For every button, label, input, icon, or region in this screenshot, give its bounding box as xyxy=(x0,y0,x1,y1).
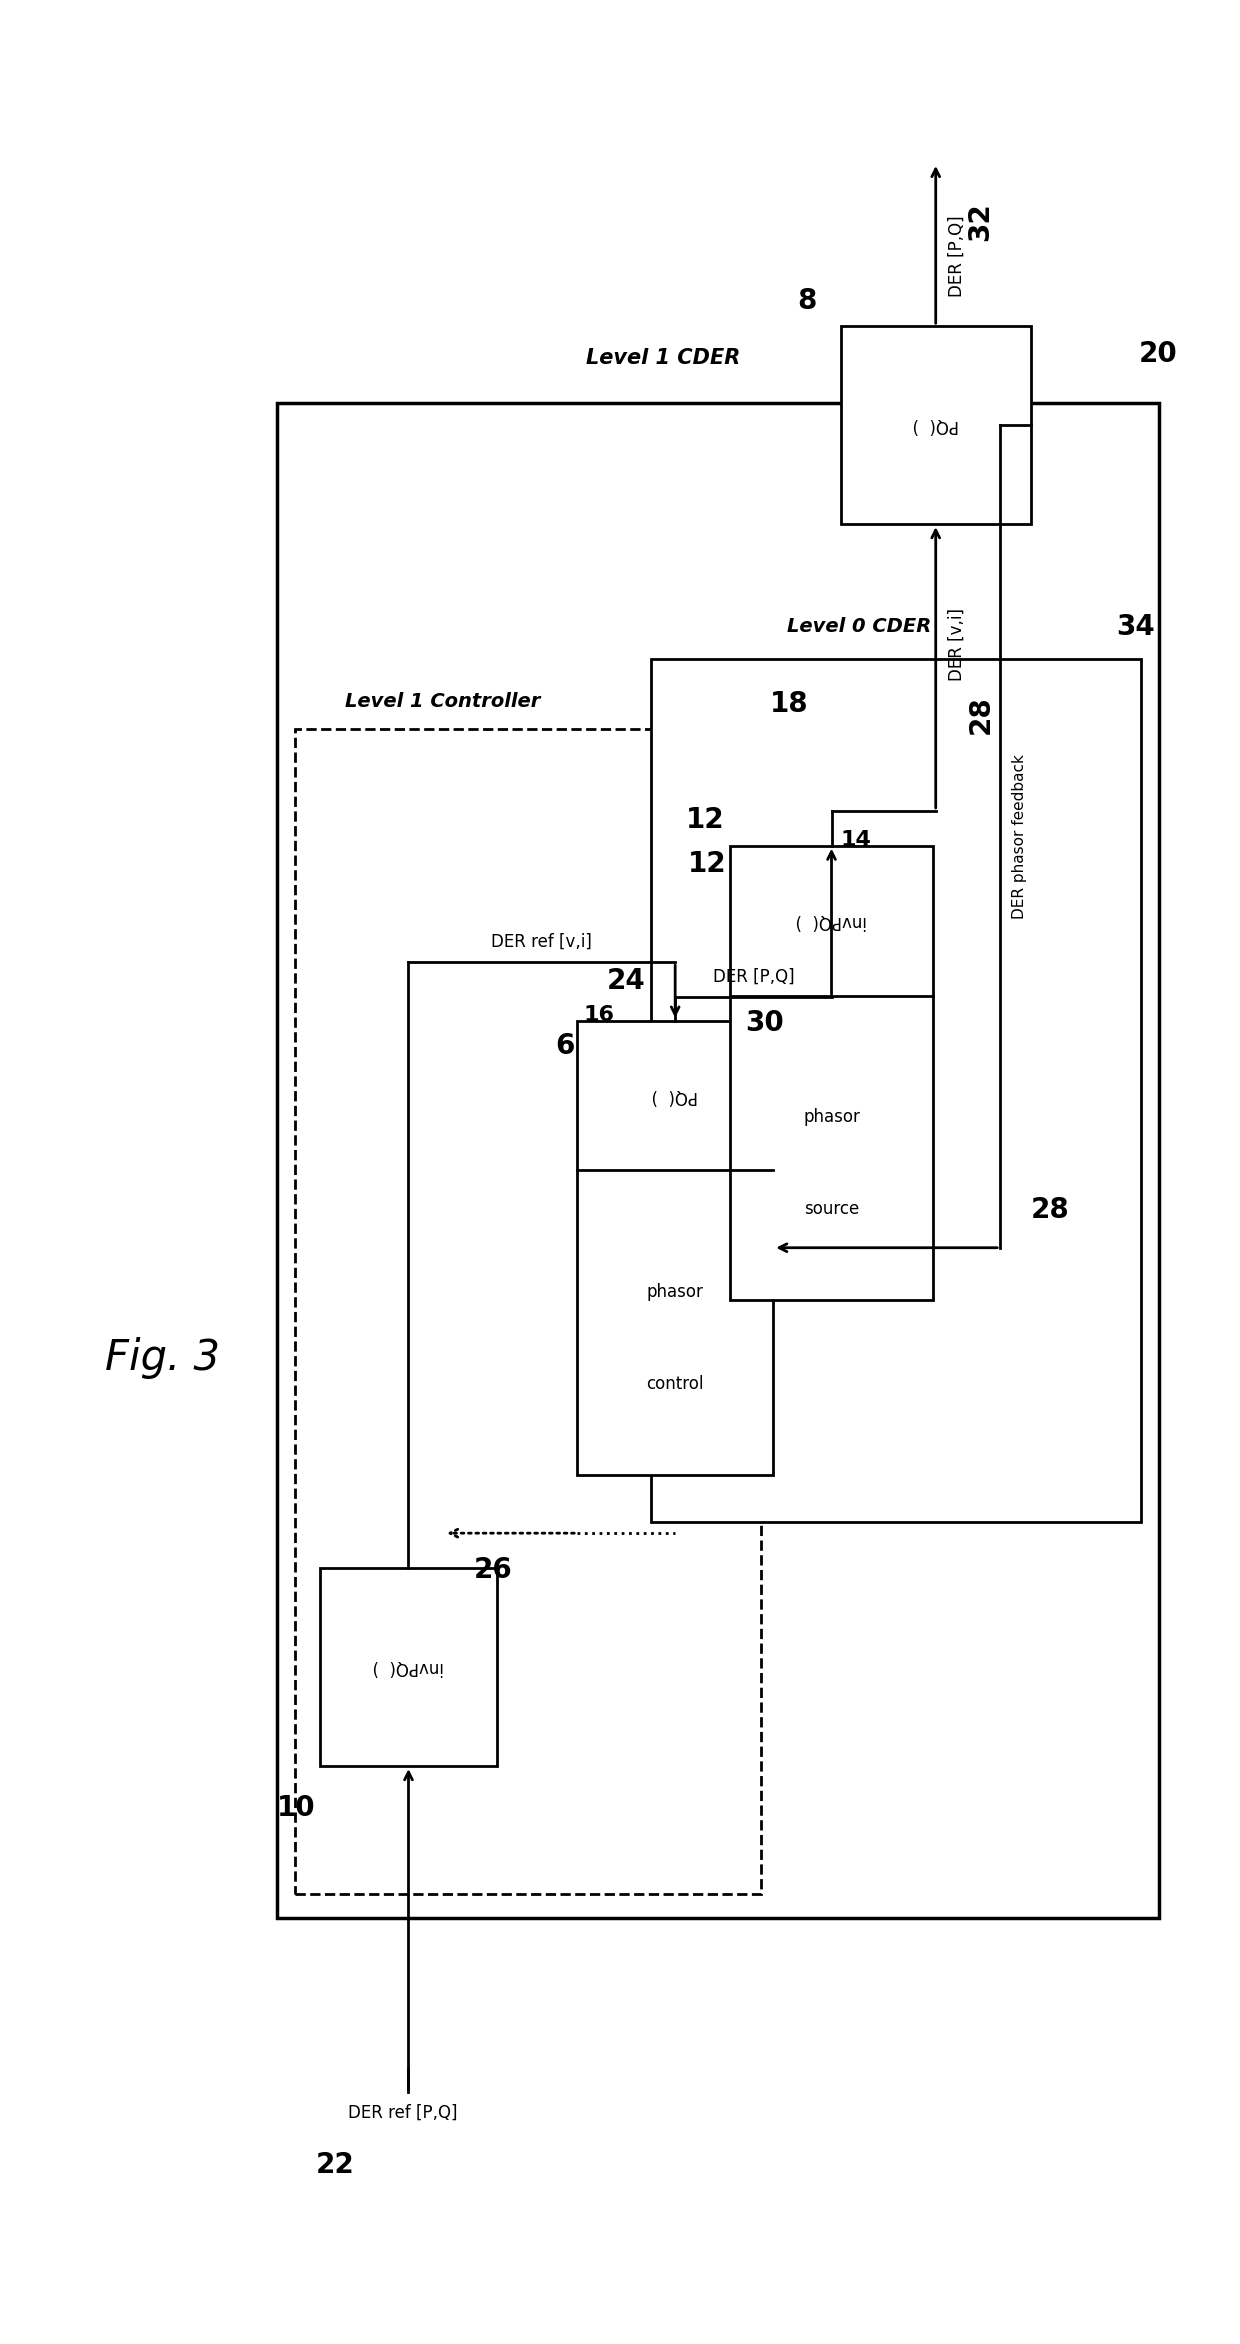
Text: 32: 32 xyxy=(966,202,994,241)
Text: Level 0 CDER: Level 0 CDER xyxy=(787,616,931,635)
Text: phasor: phasor xyxy=(647,1282,703,1301)
Text: 28: 28 xyxy=(966,694,994,734)
Text: 12: 12 xyxy=(686,806,724,834)
Bar xyxy=(730,846,932,1301)
Text: control: control xyxy=(646,1374,704,1392)
Text: DER ref [P,Q]: DER ref [P,Q] xyxy=(347,2105,458,2121)
Bar xyxy=(841,326,1030,525)
Text: 12: 12 xyxy=(688,851,727,879)
Text: DER [v,i]: DER [v,i] xyxy=(949,607,966,680)
Text: 18: 18 xyxy=(770,689,808,717)
Text: 10: 10 xyxy=(278,1793,316,1821)
Text: phasor: phasor xyxy=(804,1109,861,1127)
Text: Fig. 3: Fig. 3 xyxy=(105,1338,219,1378)
Bar xyxy=(577,1020,774,1474)
Text: 20: 20 xyxy=(1140,340,1178,368)
Text: PQ(  ): PQ( ) xyxy=(652,1088,698,1104)
Text: 28: 28 xyxy=(1030,1195,1069,1224)
Text: 16: 16 xyxy=(583,1006,614,1024)
Text: invPQ(  ): invPQ( ) xyxy=(796,912,867,931)
Text: 30: 30 xyxy=(745,1008,784,1036)
Text: invPQ(  ): invPQ( ) xyxy=(373,1657,444,1676)
Text: PQ(  ): PQ( ) xyxy=(913,417,959,434)
Text: DER [P,Q]: DER [P,Q] xyxy=(949,216,966,298)
Text: 24: 24 xyxy=(606,968,646,994)
Text: 6: 6 xyxy=(556,1031,574,1059)
Bar xyxy=(320,1568,497,1765)
Text: 8: 8 xyxy=(797,286,816,314)
Text: 22: 22 xyxy=(315,2152,355,2178)
Text: 34: 34 xyxy=(1116,612,1156,640)
Text: Level 1 CDER: Level 1 CDER xyxy=(585,349,740,368)
Text: DER ref [v,i]: DER ref [v,i] xyxy=(491,933,593,952)
Text: DER phasor feedback: DER phasor feedback xyxy=(1012,755,1028,919)
Text: DER [P,Q]: DER [P,Q] xyxy=(713,968,794,984)
Text: 26: 26 xyxy=(474,1556,512,1585)
Bar xyxy=(295,729,761,1894)
Text: source: source xyxy=(804,1200,859,1219)
Bar xyxy=(651,659,1141,1521)
Text: Level 1 Controller: Level 1 Controller xyxy=(345,691,539,710)
Bar xyxy=(277,403,1159,1917)
Text: 14: 14 xyxy=(841,830,872,851)
